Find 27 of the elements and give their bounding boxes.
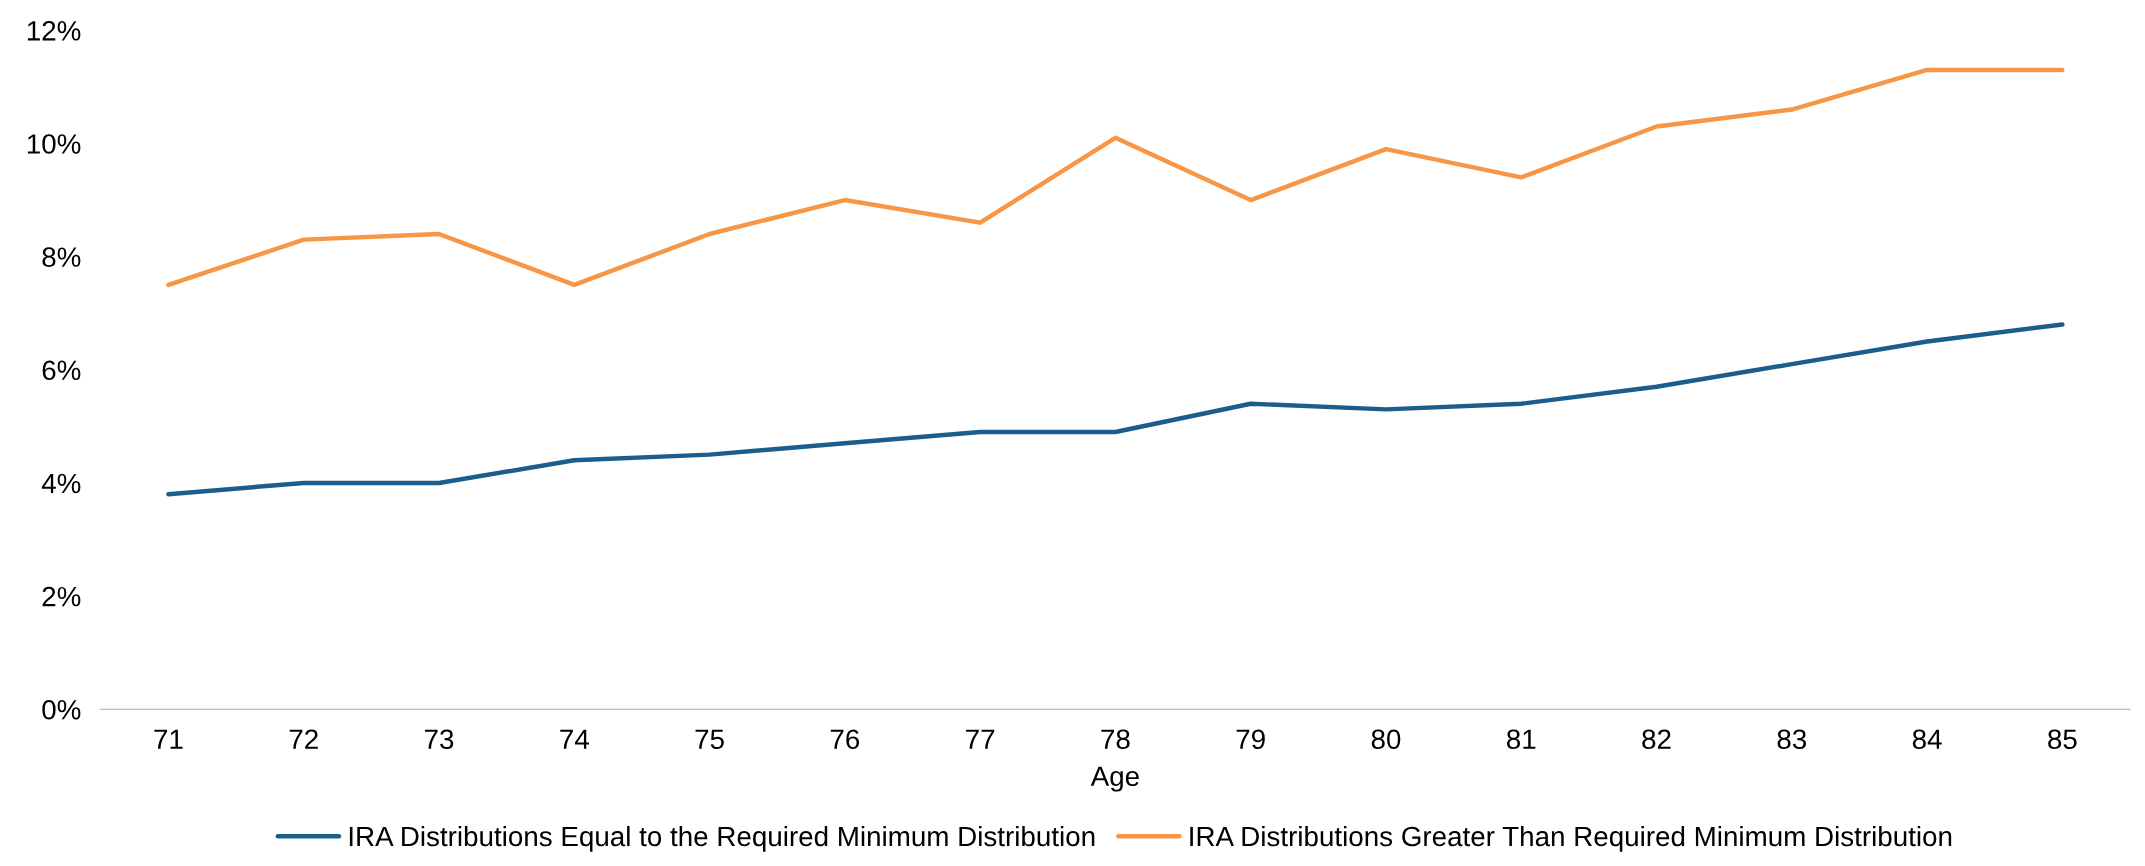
x-tick-label: 76 — [830, 729, 860, 750]
legend-label: IRA Distributions Equal to the Required Minimum Distribution — [349, 825, 1095, 852]
line-series — [166, 322, 2065, 497]
y-tick-label: 2% — [42, 586, 81, 607]
x-tick-label: 82 — [1642, 729, 1671, 750]
x-tick-label: 75 — [695, 729, 724, 750]
x-tick-label: 84 — [1912, 729, 1942, 750]
y-tick-label: 6% — [42, 360, 81, 381]
x-tick-label: 77 — [966, 729, 995, 749]
legend-label: IRA Distributions Greater Than Required Minimum Distribution — [1190, 825, 1952, 852]
x-tick-label: 71 — [154, 729, 183, 749]
x-tick-label: 80 — [1371, 729, 1401, 750]
x-tick-label: 74 — [560, 729, 589, 749]
x-tick-label: 81 — [1506, 729, 1536, 750]
x-tick-label: 83 — [1777, 729, 1807, 750]
x-tick-label: 72 — [289, 729, 318, 749]
x-tick-label: 73 — [424, 729, 454, 750]
x-tick-label: 85 — [2048, 729, 2077, 750]
y-tick-label: 8% — [42, 247, 81, 267]
x-tick-label: 79 — [1236, 729, 1265, 750]
x-tick-label: 78 — [1101, 729, 1130, 750]
y-tick-label: 4% — [41, 473, 81, 494]
x-axis-title: Age — [1090, 766, 1139, 792]
y-tick-label: 10% — [27, 134, 81, 154]
line-series — [166, 67, 2065, 288]
y-tick-label: 0% — [42, 699, 81, 720]
y-tick-label: 12% — [27, 20, 81, 41]
